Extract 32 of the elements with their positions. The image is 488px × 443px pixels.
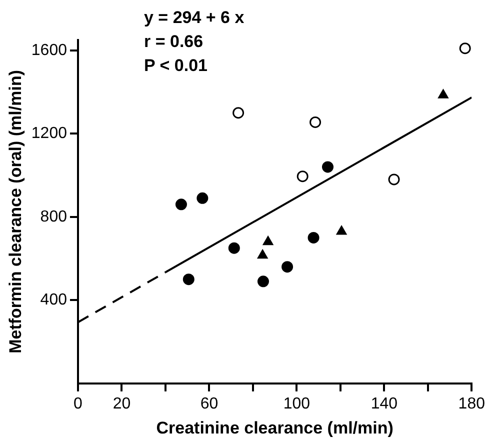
point <box>282 261 294 273</box>
x-tick-label: 60 <box>200 395 218 412</box>
x-axis-title: Creatinine clearance (ml/min) <box>156 418 394 438</box>
point <box>438 89 448 98</box>
y-axis-title: Metformin clearance (oral) (ml/min) <box>6 70 25 354</box>
point <box>196 192 208 204</box>
point <box>262 236 274 246</box>
y-tick-label: 800 <box>40 208 68 226</box>
point <box>296 170 308 182</box>
point <box>232 107 244 119</box>
point <box>459 42 471 54</box>
point <box>228 242 240 254</box>
point <box>257 250 268 259</box>
x-tick-label: 0 <box>74 395 83 412</box>
point <box>310 116 322 128</box>
x-tick-label: 140 <box>370 395 398 412</box>
point <box>308 232 320 244</box>
point <box>175 198 187 210</box>
point <box>182 274 194 286</box>
point <box>257 276 269 288</box>
x-tick-label: 100 <box>283 395 310 412</box>
annotation: P < 0.01 <box>144 56 208 75</box>
annotation: r = 0.66 <box>144 32 204 51</box>
x-tick-label: 180 <box>458 395 486 412</box>
point <box>388 174 400 186</box>
point <box>322 161 334 173</box>
text: y = 294 + 6 x <box>144 8 245 27</box>
y-tick-label: 1200 <box>31 125 68 142</box>
y-tick-label: 1600 <box>31 42 68 59</box>
y-tick-label: 400 <box>40 292 68 309</box>
x-tick-label: 20 <box>112 395 131 412</box>
point <box>336 226 347 235</box>
